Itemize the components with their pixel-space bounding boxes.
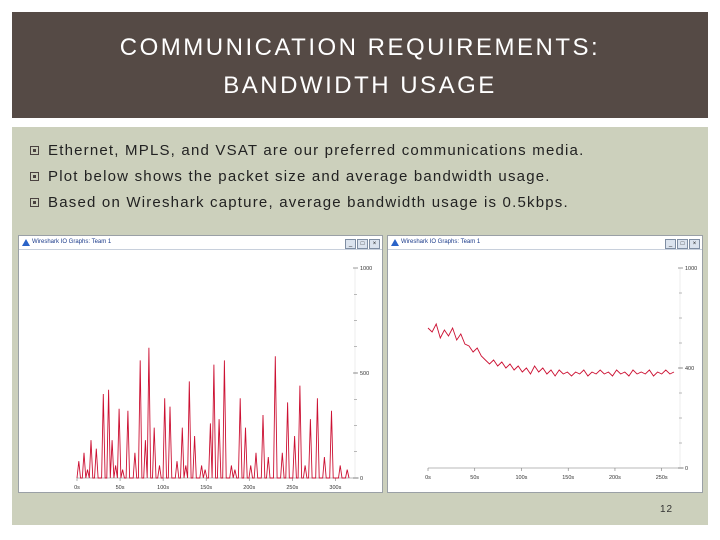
- x-tick-label: 250s: [286, 485, 298, 491]
- io-graph-window-left[interactable]: Wireshark IO Graphs: Team 1 _ □ × 0s 50s 100…: [18, 235, 383, 493]
- window-titlebar[interactable]: Wireshark IO Graphs: Team 1 _ □ ×: [388, 236, 702, 250]
- y-tick-label: 1000: [685, 266, 697, 272]
- x-tick-label: 50s: [470, 475, 479, 481]
- x-tick-label: 100s: [157, 485, 169, 491]
- window-title: Wireshark IO Graphs: Team 1: [401, 239, 481, 245]
- bullet-square-icon: [30, 198, 39, 207]
- bullet-item: Ethernet, MPLS, and VSAT are our preferr…: [30, 138, 584, 164]
- window-titlebar[interactable]: Wireshark IO Graphs: Team 1 _ □ ×: [19, 236, 382, 250]
- page-number: 12: [660, 504, 674, 515]
- window-title: Wireshark IO Graphs: Team 1: [32, 239, 112, 245]
- y-tick-label: 0: [685, 466, 688, 472]
- wireshark-fin-icon: [391, 239, 399, 246]
- minimize-button[interactable]: _: [345, 239, 356, 249]
- wireshark-fin-icon: [22, 239, 30, 246]
- series-line: [76, 347, 350, 479]
- y-tick-label: 400: [685, 366, 694, 372]
- y-tick-label: 500: [360, 371, 369, 377]
- io-graph-window-right[interactable]: Wireshark IO Graphs: Team 1 _ □ × 0s 50s 100…: [387, 235, 703, 493]
- bullet-square-icon: [30, 146, 39, 155]
- x-tick-label: 150s: [200, 485, 212, 491]
- bullet-item: Based on Wireshark capture, average band…: [30, 190, 584, 216]
- x-tick-label: 200s: [243, 485, 255, 491]
- bullet-square-icon: [30, 172, 39, 181]
- x-tick-label: 200s: [609, 475, 621, 481]
- bullet-list: Ethernet, MPLS, and VSAT are our preferr…: [30, 138, 584, 216]
- slide-title-line-2: BANDWIDTH USAGE: [223, 72, 497, 99]
- bullet-text: Based on Wireshark capture, average band…: [48, 194, 569, 211]
- close-button[interactable]: ×: [689, 239, 700, 249]
- x-tick-label: 250s: [656, 475, 668, 481]
- slide-title-line-1: COMMUNICATION REQUIREMENTS:: [119, 34, 601, 61]
- minimize-button[interactable]: _: [665, 239, 676, 249]
- close-button[interactable]: ×: [369, 239, 380, 249]
- slide-title-bar: COMMUNICATION REQUIREMENTS: BANDWIDTH US…: [12, 12, 708, 118]
- x-tick-label: 0s: [425, 475, 431, 481]
- bullet-item: Plot below shows the packet size and ave…: [30, 164, 584, 190]
- x-tick-label: 300s: [329, 485, 341, 491]
- io-graph-plot-right: 0s 50s 100s 150s 200s 250s 1000 400 0: [425, 266, 697, 481]
- x-tick-label: 100s: [516, 475, 528, 481]
- x-tick-label: 50s: [116, 485, 125, 491]
- x-tick-label: 150s: [562, 475, 574, 481]
- series-line: [427, 322, 675, 377]
- maximize-button[interactable]: □: [677, 239, 688, 249]
- x-tick-label: 0s: [74, 485, 80, 491]
- y-tick-label: 1000: [360, 266, 372, 272]
- io-graph-plot-left: 0s 50s 100s 150s 200s 250s 300s 1000 500 0: [74, 266, 372, 491]
- bullet-text: Ethernet, MPLS, and VSAT are our preferr…: [48, 142, 585, 159]
- y-tick-label: 0: [360, 476, 363, 482]
- maximize-button[interactable]: □: [357, 239, 368, 249]
- bullet-text: Plot below shows the packet size and ave…: [48, 168, 551, 185]
